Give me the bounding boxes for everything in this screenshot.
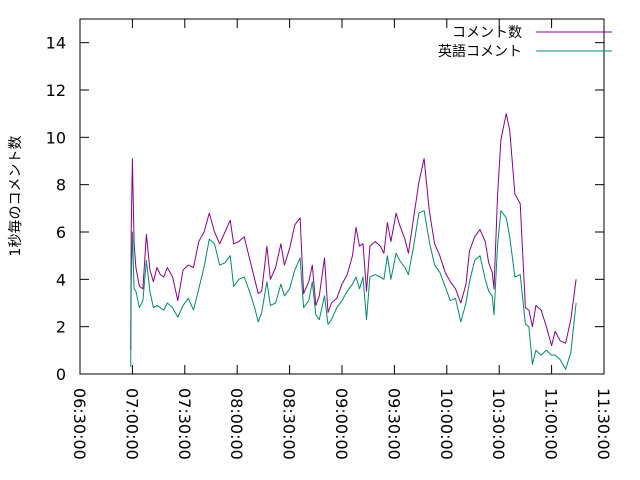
series-line-0 (130, 113, 577, 351)
legend-label-1: 英語コメント (438, 43, 522, 60)
y-tick-label-4: 8 (56, 176, 66, 195)
y-tick-label-0: 0 (56, 365, 66, 384)
x-tick-label-0: 06:30:00 (70, 388, 89, 460)
y-tick-label-7: 14 (46, 34, 66, 53)
y-axis-ticks: 0 2 4 6 8 10 12 14 (46, 34, 604, 384)
y-tick-label-6: 12 (46, 81, 66, 100)
x-tick-label-2: 07:30:00 (175, 388, 194, 460)
y-tick-label-2: 4 (56, 270, 66, 289)
y-axis-label: 1秒毎のコメント数 (8, 136, 24, 257)
x-tick-label-5: 09:00:00 (332, 388, 351, 460)
x-axis-ticks: 06:30:00 07:00:00 07:30:00 08:00:00 08:30:00… (70, 19, 613, 460)
x-tick-label-1: 07:00:00 (122, 388, 141, 460)
series-line-1 (130, 210, 577, 370)
x-tick-label-9: 11:00:00 (542, 388, 561, 460)
y-tick-label-1: 2 (56, 318, 66, 337)
x-tick-label-3: 08:00:00 (227, 388, 246, 460)
legend-label-0: コメント数 (452, 25, 522, 41)
x-tick-label-8: 10:30:00 (489, 388, 508, 460)
x-tick-label-7: 10:00:00 (437, 388, 456, 460)
x-tick-label-6: 09:30:00 (384, 388, 403, 460)
x-tick-label-10: 11:30:00 (594, 388, 613, 460)
y-tick-label-5: 10 (46, 128, 66, 147)
x-tick-label-4: 08:30:00 (280, 388, 299, 460)
series-layer (130, 113, 577, 370)
y-tick-label-3: 6 (56, 223, 66, 242)
